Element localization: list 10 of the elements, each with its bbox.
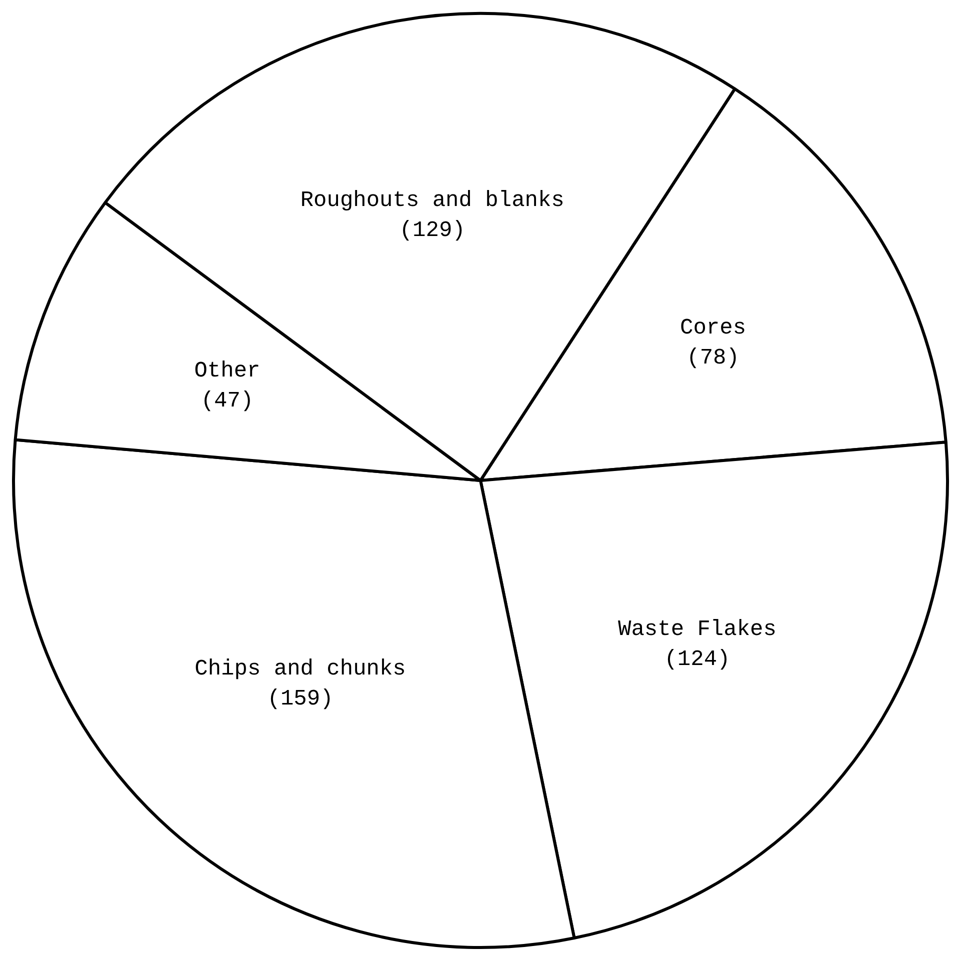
slice-label: Roughouts and blanks <box>300 188 564 213</box>
slice-label: Cores <box>680 315 746 340</box>
data-label: (124) <box>664 646 730 672</box>
data-label: (78) <box>686 345 740 370</box>
data-label: (47) <box>200 388 254 414</box>
data-label: (129) <box>399 218 466 243</box>
slice-label: Waste Flakes <box>618 616 776 642</box>
data-label: (159) <box>267 686 334 712</box>
slice-label: Chips and chunks <box>194 656 406 682</box>
slice-label: Other <box>194 358 260 384</box>
